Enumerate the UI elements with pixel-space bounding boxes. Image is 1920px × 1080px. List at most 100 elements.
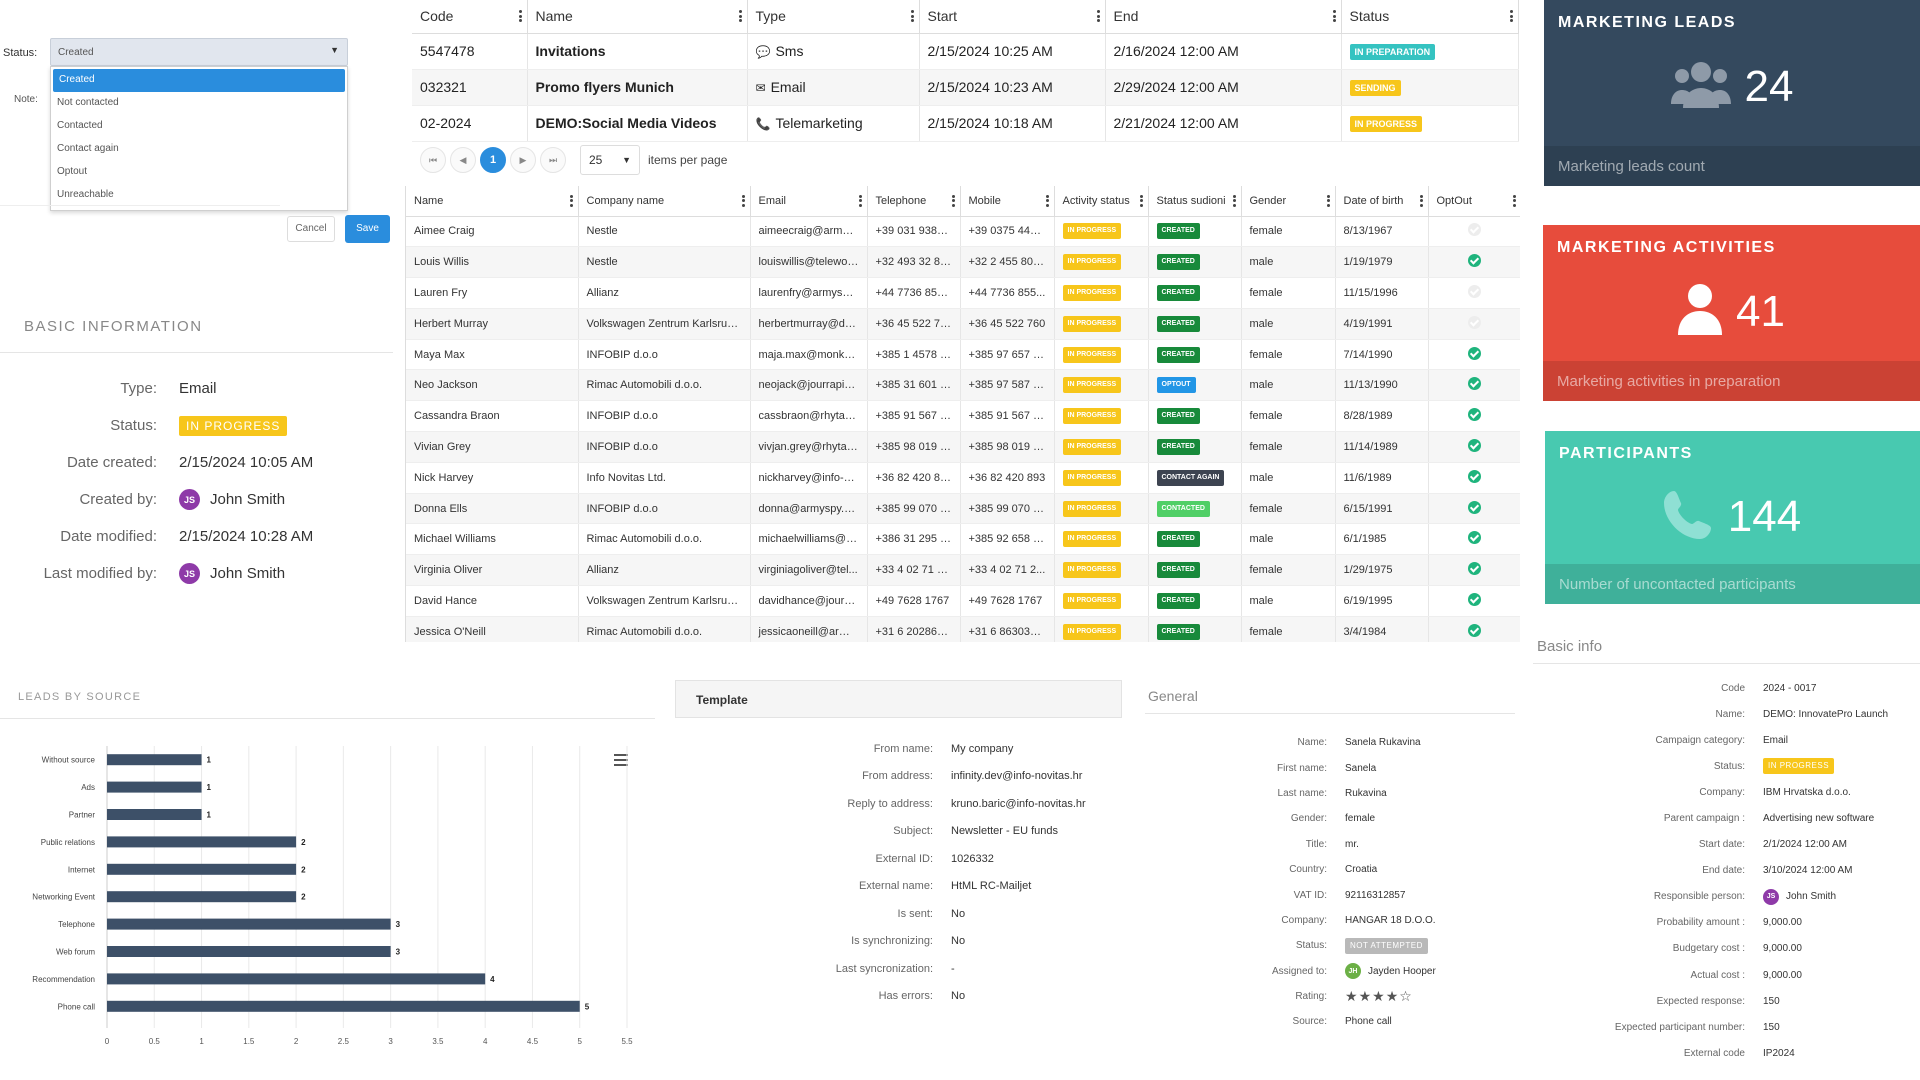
column-menu-icon[interactable]: [741, 194, 745, 207]
column-menu-icon[interactable]: [910, 10, 914, 23]
column-menu-icon[interactable]: [1232, 194, 1236, 207]
info-label: First name:: [1276, 762, 1327, 774]
column-menu-icon[interactable]: [1139, 194, 1143, 207]
column-menu-icon[interactable]: [1096, 10, 1100, 23]
mobile-cell: +31 6 86303589: [960, 616, 1055, 642]
column-header[interactable]: Gender: [1241, 186, 1336, 217]
table-row[interactable]: Louis Willis Nestle louiswillis@telewor...…: [406, 246, 1520, 279]
info-value-wrap: 3/10/2024 12:00 AM: [1763, 865, 1853, 876]
info-value-wrap: 2/1/2024 12:00 AM: [1763, 839, 1847, 850]
status-option[interactable]: Optout: [57, 166, 88, 177]
column-header[interactable]: Email: [750, 186, 868, 217]
activity-status-cell: IN PROGRESS: [1054, 216, 1149, 248]
name-cell: Vivian Grey: [406, 431, 579, 463]
table-row[interactable]: 032321 Promo flyers Munich ✉ Email 2/15/2024…: [412, 69, 1519, 106]
table-row[interactable]: Donna Ells INFOBIP d.o.o donna@armyspy.c..…: [406, 493, 1520, 525]
cancel-button[interactable]: Cancel: [287, 216, 335, 242]
star-filled-icon[interactable]: ★: [1372, 988, 1385, 1005]
name-cell[interactable]: Invitations: [527, 33, 748, 70]
table-row[interactable]: Michael Williams Rimac Automobili d.o.o. m…: [406, 523, 1520, 556]
kpi-tile[interactable]: MARKETING ACTIVITIES 41 Marketing activiti…: [1543, 225, 1920, 401]
table-row[interactable]: Nick Harvey Info Novitas Ltd. nickharvey@i…: [406, 462, 1520, 494]
star-filled-icon[interactable]: ★: [1345, 988, 1358, 1005]
dob-cell: 8/13/1967: [1335, 216, 1429, 248]
table-row[interactable]: Lauren Fry Allianz laurenfry@armyspy... +44…: [406, 277, 1520, 309]
table-row[interactable]: 02-2024 DEMO:Social Media Videos 📞 Telemark…: [412, 105, 1519, 142]
status-option[interactable]: Contacted: [57, 120, 103, 131]
column-header[interactable]: Telephone: [867, 186, 961, 217]
column-header[interactable]: Name: [406, 186, 579, 217]
first-page-icon[interactable]: ⏮: [420, 147, 446, 173]
column-header-label: Type: [755, 8, 786, 25]
column-header[interactable]: Status: [1341, 0, 1519, 34]
code-cell: 02-2024: [412, 105, 528, 142]
column-menu-icon[interactable]: [858, 194, 862, 207]
mobile-cell: +385 99 070 9...: [960, 493, 1055, 525]
status-option[interactable]: Created: [53, 69, 345, 92]
column-menu-icon[interactable]: [569, 194, 573, 207]
status-option[interactable]: Unreachable: [57, 189, 114, 200]
table-row[interactable]: David Hance Volkswagen Zentrum Karlsruhe.…: [406, 585, 1520, 617]
status-badge: CREATED: [1156, 623, 1200, 640]
table-row[interactable]: Vivian Grey INFOBIP d.o.o vivjan.grey@rhyt…: [406, 431, 1520, 463]
divider: [1533, 663, 1920, 664]
status-option[interactable]: Not contacted: [57, 97, 119, 108]
page-size-select[interactable]: 25 ▼: [580, 145, 640, 175]
star-filled-icon[interactable]: ★: [1358, 988, 1372, 1005]
save-button[interactable]: Save: [345, 215, 390, 243]
column-menu-icon[interactable]: [1332, 10, 1336, 23]
status-option[interactable]: Contact again: [57, 143, 119, 154]
prev-page-icon[interactable]: ◀: [450, 147, 476, 173]
info-value: John Smith: [210, 565, 286, 582]
column-menu-icon[interactable]: [1512, 194, 1516, 207]
kpi-tile[interactable]: MARKETING LEADS 24 Marketing leads count: [1544, 0, 1920, 186]
column-header[interactable]: Start: [919, 0, 1106, 34]
column-header[interactable]: Type: [747, 0, 920, 34]
next-page-icon[interactable]: ▶: [510, 147, 536, 173]
info-row: Assigned to: JH Jayden Hooper: [1145, 959, 1515, 984]
column-menu-icon[interactable]: [1045, 194, 1049, 207]
column-menu-icon[interactable]: [1419, 194, 1423, 207]
status-cell: CREATED: [1148, 616, 1242, 642]
name-cell[interactable]: DEMO:Social Media Videos: [527, 105, 748, 142]
status-form: Status: Created ▼ Note: Created Not conta…: [0, 30, 400, 250]
column-header[interactable]: Name: [527, 0, 748, 34]
status-select[interactable]: Created ▼: [50, 38, 348, 66]
table-row[interactable]: 5547478 Invitations 💬 Sms 2/15/2024 10:25 AM…: [412, 33, 1519, 70]
info-value: DEMO: InnovatePro Launch: [1763, 708, 1889, 720]
info-value: HtML RC-Mailjet: [951, 880, 1032, 893]
gender-cell: male: [1241, 308, 1336, 340]
column-header[interactable]: Activity status: [1054, 186, 1149, 217]
column-header[interactable]: Mobile: [960, 186, 1055, 217]
last-page-icon[interactable]: ⏭: [540, 147, 566, 173]
table-row[interactable]: Virginia Oliver Allianz virginiagoliver@te…: [406, 554, 1520, 587]
column-header[interactable]: OptOut: [1428, 186, 1520, 217]
info-value-wrap: 9,000.00: [1763, 970, 1802, 981]
column-header[interactable]: Status sudioni: [1148, 186, 1242, 217]
kpi-tile[interactable]: PARTICIPANTS 144 Number of uncontacted par…: [1545, 431, 1920, 604]
column-menu-icon[interactable]: [738, 10, 742, 23]
table-row[interactable]: Aimee Craig Nestle aimeecraig@armys... +39 …: [406, 216, 1520, 248]
status-badge: SENDING: [1349, 80, 1401, 96]
column-menu-icon[interactable]: [1326, 194, 1330, 207]
star-empty-icon[interactable]: ☆: [1399, 988, 1412, 1005]
column-header[interactable]: Date of birth: [1335, 186, 1429, 217]
table-row[interactable]: Neo Jackson Rimac Automobili d.o.o. neojac…: [406, 369, 1520, 402]
table-row[interactable]: Herbert Murray Volkswagen Zentrum Karlsru…: [406, 308, 1520, 340]
bar: [107, 946, 391, 957]
column-header[interactable]: Company name: [578, 186, 751, 217]
table-row[interactable]: Maya Max INFOBIP d.o.o maja.max@monkey... +…: [406, 339, 1520, 371]
table-row[interactable]: Cassandra Braon INFOBIP d.o.o cassbraon@rh…: [406, 400, 1520, 433]
hamburger-menu-icon[interactable]: [614, 754, 628, 766]
column-menu-icon[interactable]: [951, 194, 955, 207]
table-row[interactable]: Jessica O'Neill Rimac Automobili d.o.o. je…: [406, 616, 1520, 642]
current-page-button[interactable]: 1: [480, 147, 506, 173]
column-header[interactable]: End: [1105, 0, 1342, 34]
star-filled-icon[interactable]: ★: [1385, 988, 1399, 1005]
column-header[interactable]: Code: [412, 0, 528, 34]
avatar: JH: [1345, 963, 1361, 980]
name-cell[interactable]: Promo flyers Munich: [527, 69, 748, 106]
column-menu-icon[interactable]: [518, 10, 522, 23]
column-menu-icon[interactable]: [1509, 10, 1513, 23]
data-label: 3: [396, 948, 401, 957]
